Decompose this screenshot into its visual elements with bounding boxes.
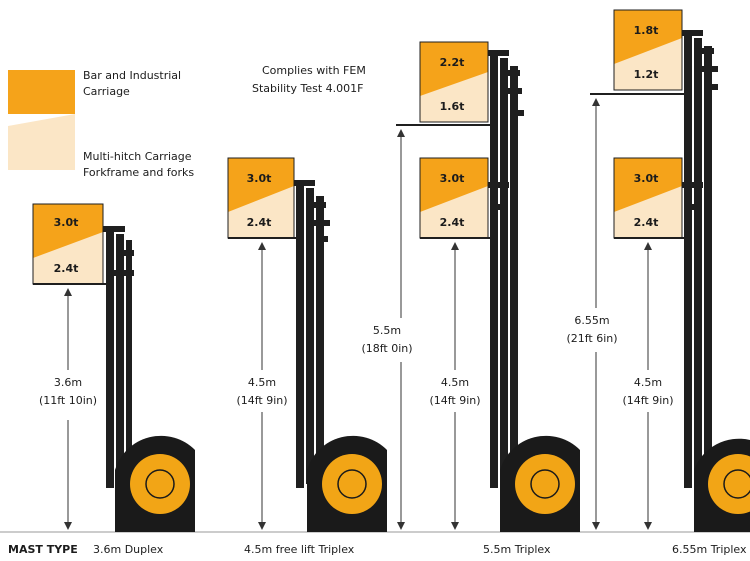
load-block-lower: 3.0t 2.4t	[419, 157, 490, 239]
load-block: 3.0t 2.4t	[32, 203, 106, 285]
height-metric: 5.5m	[373, 324, 401, 337]
multi-hitch-capacity: 2.4t	[440, 216, 465, 229]
height-dimension-tall: 5.5m (18ft 0in)	[361, 129, 413, 530]
mast-type-3: 5.5m Triplex	[483, 543, 551, 556]
compliance-line1: Complies with FEM	[262, 64, 366, 77]
bar-capacity: 3.0t	[440, 172, 465, 185]
height-dimension-short: 4.5m (14ft 9in)	[622, 242, 674, 530]
mast-type-heading: MAST TYPE	[8, 543, 78, 556]
multi-hitch-capacity: 2.4t	[634, 216, 659, 229]
compliance-note: Complies with FEM Stability Test 4.001F	[252, 64, 366, 95]
height-metric: 4.5m	[248, 376, 276, 389]
legend: Bar and Industrial Carriage Multi-hitch …	[8, 69, 194, 179]
height-imperial: (14ft 9in)	[622, 394, 673, 407]
height-metric: 4.5m	[634, 376, 662, 389]
mast-structure	[103, 226, 134, 488]
mast-type-1: 3.6m Duplex	[93, 543, 164, 556]
height-dimension: 3.6m (11ft 10in)	[39, 288, 97, 530]
mast-type-row: MAST TYPE 3.6m Duplex 4.5m free lift Tri…	[8, 543, 747, 556]
wheel	[694, 438, 750, 532]
mast-structure	[293, 180, 330, 488]
height-metric: 3.6m	[54, 376, 82, 389]
load-block-lower: 3.0t 2.4t	[613, 157, 684, 239]
bar-capacity: 1.8t	[634, 24, 659, 37]
height-imperial: (11ft 10in)	[39, 394, 97, 407]
height-imperial: (21ft 6in)	[566, 332, 617, 345]
legend-bar-line1: Bar and Industrial	[83, 69, 181, 82]
mast-unit-3-6m-duplex: 3.0t 2.4t 3.6m (11ft 10in)	[32, 203, 195, 532]
mast-type-2: 4.5m free lift Triplex	[244, 543, 355, 556]
height-metric: 6.55m	[574, 314, 609, 327]
height-dimension: 4.5m (14ft 9in)	[236, 242, 288, 530]
mast-structure	[681, 30, 718, 488]
legend-multi-line2: Forkframe and forks	[83, 166, 194, 179]
mast-unit-5-5m-triplex: 2.2t 1.6t 3.0t 2.4t 5.5m (18ft 0in)	[361, 41, 580, 532]
height-dimension-tall: 6.55m (21ft 6in)	[566, 98, 618, 530]
load-block: 3.0t 2.4t	[227, 157, 296, 239]
bar-capacity: 2.2t	[440, 56, 465, 69]
bar-capacity: 3.0t	[634, 172, 659, 185]
load-block-upper: 2.2t 1.6t	[396, 41, 490, 126]
bar-capacity: 3.0t	[247, 172, 272, 185]
height-metric: 4.5m	[441, 376, 469, 389]
multi-hitch-capacity: 1.6t	[440, 100, 465, 113]
mast-unit-6-55m-triplex: 1.8t 1.2t 3.0t 2.4t 6.55m (21ft 6in)	[566, 9, 750, 532]
multi-hitch-capacity: 1.2t	[634, 68, 659, 81]
height-imperial: (14ft 9in)	[236, 394, 287, 407]
height-imperial: (18ft 0in)	[361, 342, 412, 355]
compliance-line2: Stability Test 4.001F	[252, 82, 363, 95]
mast-structure	[487, 50, 524, 488]
wheel	[307, 435, 387, 532]
mast-unit-4-5m-free-lift-triplex: 3.0t 2.4t 4.5m (14ft 9in)	[227, 157, 387, 532]
multi-hitch-capacity: 2.4t	[54, 262, 79, 275]
multi-hitch-capacity: 2.4t	[247, 216, 272, 229]
mast-type-4: 6.55m Triplex	[672, 543, 747, 556]
wheel	[500, 435, 580, 532]
legend-multi-hitch: Multi-hitch Carriage Forkframe and forks	[8, 114, 194, 179]
legend-bar-industrial: Bar and Industrial Carriage	[8, 69, 181, 114]
legend-bar-line2: Carriage	[83, 85, 130, 98]
load-block-upper: 1.8t 1.2t	[590, 9, 684, 95]
legend-orange-swatch	[8, 70, 75, 114]
height-imperial: (14ft 9in)	[429, 394, 480, 407]
bar-capacity: 3.0t	[54, 216, 79, 229]
legend-multi-line1: Multi-hitch Carriage	[83, 150, 192, 163]
height-dimension-short: 4.5m (14ft 9in)	[429, 242, 481, 530]
wheel	[115, 435, 195, 532]
